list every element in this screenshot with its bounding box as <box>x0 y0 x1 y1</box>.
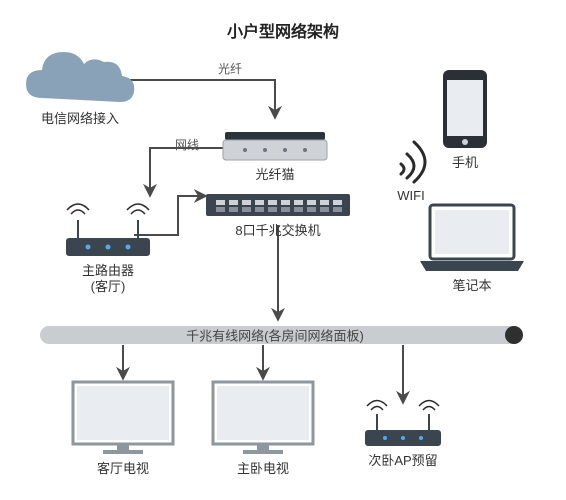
e-fiber-label: 光纤 <box>218 60 242 77</box>
cloud-label: 电信网络接入 <box>41 108 119 127</box>
diagram-title: 小户型网络架构 <box>227 18 339 42</box>
ap-label: 次卧AP预留 <box>368 450 437 469</box>
network-bar-label: 千兆有线网络(各房间网络面板) <box>186 326 364 345</box>
modem-label: 光纤猫 <box>255 164 294 183</box>
switch-label: 8口千兆交换机 <box>235 220 320 239</box>
e-router-switch <box>134 196 205 235</box>
e-fiber <box>120 80 275 117</box>
e-eth <box>150 148 225 195</box>
tv2-label: 主卧电视 <box>237 458 289 477</box>
cloud-icon <box>26 52 134 102</box>
router-label-1: (客厅) <box>91 276 126 295</box>
phone-label: 手机 <box>452 152 478 171</box>
wifi-label: WIFI <box>397 188 424 203</box>
tv1-label: 客厅电视 <box>97 458 149 477</box>
e-eth-label: 网线 <box>175 136 199 153</box>
laptop-label: 笔记本 <box>452 275 491 294</box>
